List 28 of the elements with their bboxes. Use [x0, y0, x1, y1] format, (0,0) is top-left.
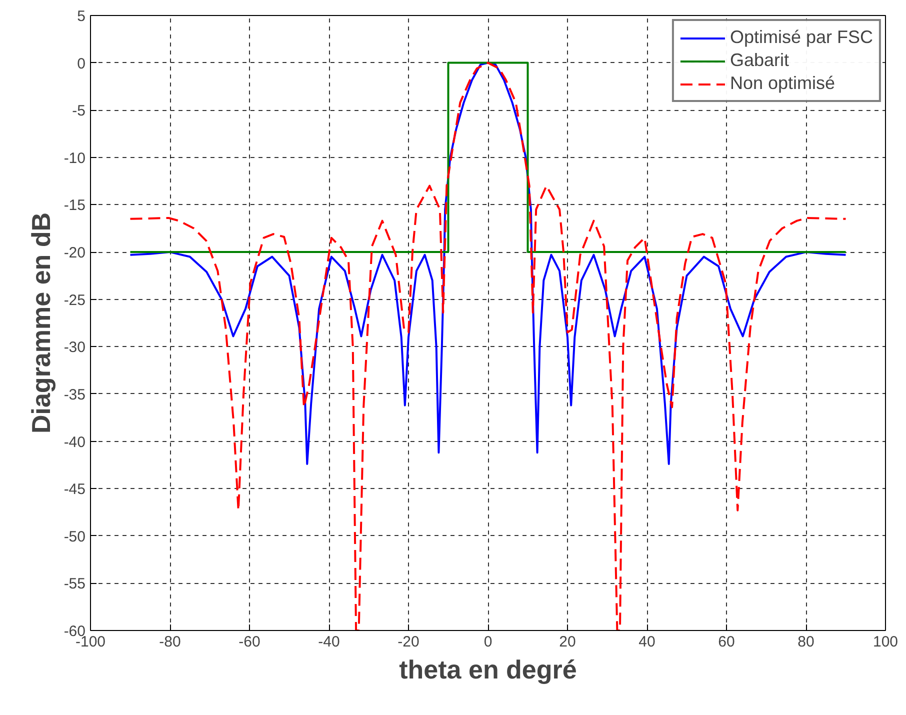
- legend-label: Optimisé par FSC: [730, 27, 873, 48]
- legend-label: Non optimisé: [730, 73, 835, 94]
- x-tick-label: -60: [238, 634, 260, 650]
- x-tick-label: -80: [159, 634, 181, 650]
- y-tick-label: -30: [64, 339, 86, 356]
- y-tick-label: 0: [77, 55, 86, 72]
- legend-label: Gabarit: [730, 50, 789, 71]
- x-tick-label: 60: [718, 634, 735, 650]
- x-tick-label: 40: [638, 634, 656, 650]
- y-tick-label: -55: [64, 576, 86, 593]
- x-tick-label: 80: [798, 634, 814, 650]
- y-tick-label: -20: [64, 244, 86, 262]
- y-tick-label: -10: [64, 150, 86, 167]
- y-tick-label: -40: [64, 434, 86, 451]
- y-tick-label: -25: [64, 292, 86, 309]
- y-tick-label: -5: [72, 102, 86, 120]
- y-tick-label: -35: [64, 386, 86, 404]
- y-tick-label: -15: [64, 197, 86, 214]
- x-tick-label: 0: [484, 634, 492, 650]
- y-tick-label: -50: [64, 528, 86, 546]
- x-tick-label: -40: [318, 634, 340, 650]
- x-axis-title: theta en degré: [399, 654, 577, 684]
- x-tick-label: 20: [559, 634, 576, 650]
- y-tick-label: 5: [77, 8, 86, 25]
- y-tick-label: -45: [64, 481, 86, 498]
- x-tick-label: -20: [398, 634, 420, 650]
- x-tick-label: 100: [872, 634, 898, 650]
- y-axis-title: Diagramme en dB: [26, 212, 56, 434]
